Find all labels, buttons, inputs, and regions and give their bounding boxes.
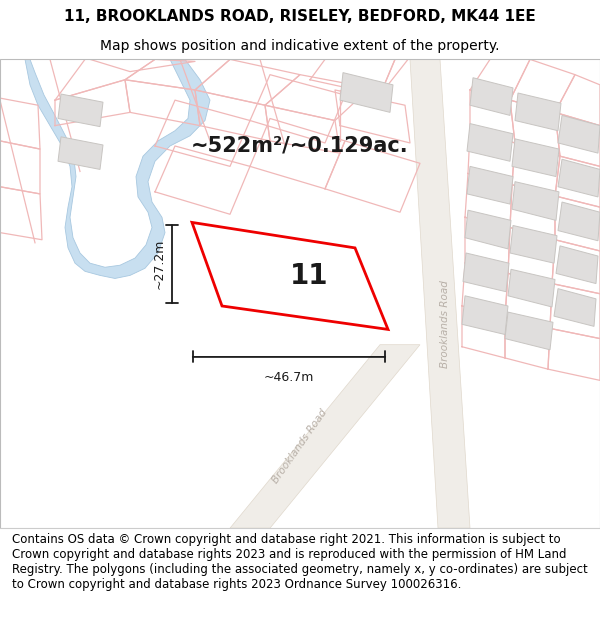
Polygon shape: [512, 139, 559, 176]
Polygon shape: [58, 94, 103, 127]
Polygon shape: [25, 59, 210, 279]
Text: ~522m²/~0.129ac.: ~522m²/~0.129ac.: [191, 136, 409, 156]
Polygon shape: [508, 269, 555, 307]
Text: 11: 11: [290, 262, 329, 291]
Polygon shape: [340, 72, 393, 112]
Polygon shape: [463, 253, 509, 292]
Polygon shape: [58, 137, 103, 169]
Polygon shape: [467, 166, 513, 204]
Polygon shape: [192, 222, 388, 329]
Polygon shape: [554, 289, 596, 326]
Polygon shape: [505, 312, 553, 350]
Text: Map shows position and indicative extent of the property.: Map shows position and indicative extent…: [100, 39, 500, 53]
Polygon shape: [467, 124, 513, 161]
Polygon shape: [558, 116, 600, 153]
Text: Contains OS data © Crown copyright and database right 2021. This information is : Contains OS data © Crown copyright and d…: [12, 533, 588, 591]
Polygon shape: [470, 78, 513, 116]
Text: ~27.2m: ~27.2m: [153, 239, 166, 289]
Polygon shape: [510, 226, 557, 263]
Text: Brooklands Road: Brooklands Road: [271, 408, 329, 486]
Polygon shape: [462, 296, 508, 334]
Polygon shape: [515, 93, 561, 131]
Polygon shape: [556, 246, 598, 284]
Polygon shape: [512, 182, 559, 221]
Polygon shape: [558, 202, 600, 241]
Text: 11, BROOKLANDS ROAD, RISELEY, BEDFORD, MK44 1EE: 11, BROOKLANDS ROAD, RISELEY, BEDFORD, M…: [64, 9, 536, 24]
Text: Brooklands Road: Brooklands Road: [440, 281, 450, 368]
Polygon shape: [410, 59, 470, 528]
Polygon shape: [558, 159, 600, 197]
Polygon shape: [465, 210, 511, 249]
Text: ~46.7m: ~46.7m: [264, 371, 314, 384]
Polygon shape: [230, 345, 420, 528]
